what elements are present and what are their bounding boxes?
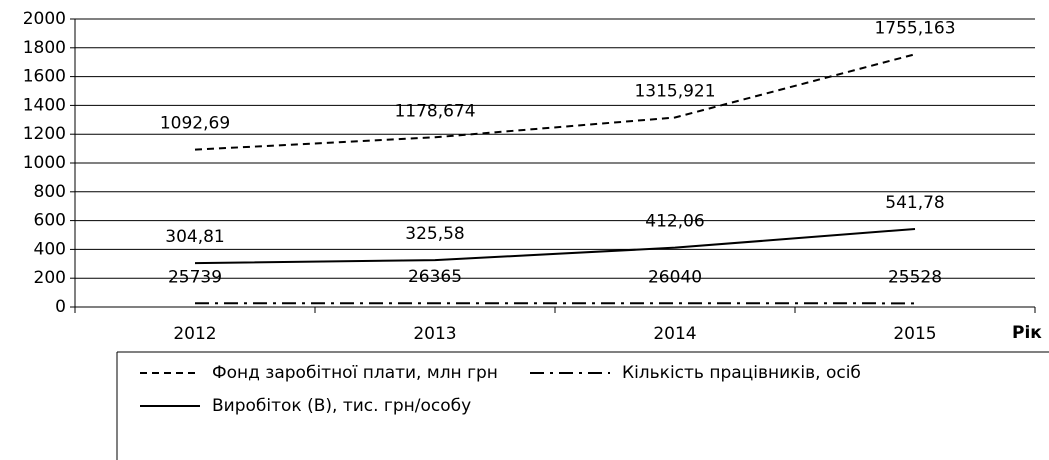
data-label: 412,06 <box>645 212 704 232</box>
data-label: 25528 <box>888 267 942 287</box>
legend-label: Виробіток (В), тис. грн/особу <box>212 396 471 416</box>
y-tick-label: 1800 <box>23 38 66 58</box>
data-label: 1092,69 <box>160 114 230 134</box>
data-label: 25739 <box>168 267 222 287</box>
data-label: 1755,163 <box>874 18 955 38</box>
data-label: 304,81 <box>165 227 224 247</box>
y-tick-label: 200 <box>34 268 66 288</box>
x-tick-label: 2014 <box>653 324 696 344</box>
data-label: 541,78 <box>885 193 944 213</box>
y-tick-label: 400 <box>34 239 66 259</box>
y-tick-label: 1400 <box>23 95 66 115</box>
y-tick-label: 2000 <box>23 9 66 29</box>
y-tick-label: 0 <box>55 297 66 317</box>
data-label: 325,58 <box>405 224 464 244</box>
y-tick-label: 600 <box>34 211 66 231</box>
y-tick-label: 1200 <box>23 124 66 144</box>
series-line <box>194 227 916 265</box>
legend-label: Фонд заробітної плати, млн грн <box>212 363 498 383</box>
series-line <box>194 53 916 151</box>
x-tick-label: 2013 <box>413 324 456 344</box>
x-tick-label: 2012 <box>173 324 216 344</box>
x-tick-label: 2015 <box>893 324 936 344</box>
y-tick-label: 800 <box>34 182 66 202</box>
y-tick-label: 1600 <box>23 67 66 87</box>
legend-label: Кількість працівників, осіб <box>622 363 861 383</box>
data-label: 1178,674 <box>394 101 475 121</box>
y-tick-label: 1000 <box>23 153 66 173</box>
data-label: 1315,921 <box>634 82 715 102</box>
data-label: 26365 <box>408 267 462 287</box>
data-label: 26040 <box>648 267 702 287</box>
x-axis-label: Рік <box>1012 323 1042 343</box>
